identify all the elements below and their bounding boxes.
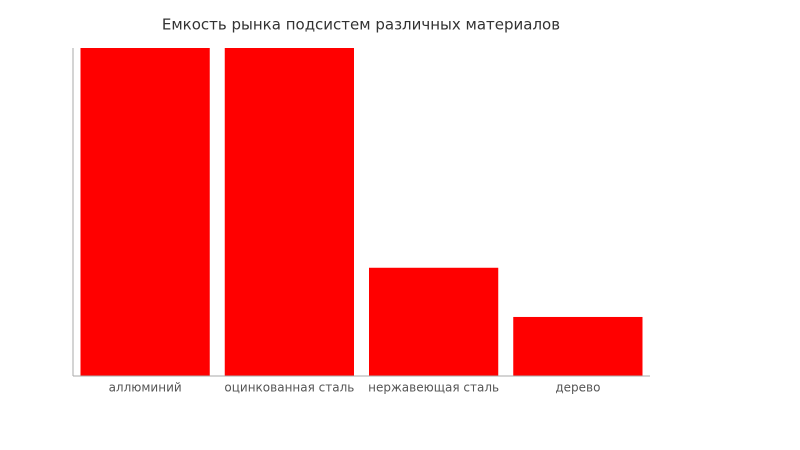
- x-tick-label: дерево: [555, 381, 600, 395]
- bar: [513, 316, 643, 376]
- x-tick-label: нержавеющая сталь: [368, 381, 499, 395]
- bar: [80, 48, 210, 376]
- chart-title: Емкость рынка подсистем различных матери…: [162, 16, 560, 34]
- bar: [369, 267, 499, 376]
- x-tick-label: аллюминий: [109, 381, 182, 395]
- bar: [224, 48, 354, 376]
- plot-area: аллюминий оцинкованная сталь нержавеющая с…: [80, 48, 643, 395]
- x-tick-label: оцинкованная сталь: [224, 381, 354, 395]
